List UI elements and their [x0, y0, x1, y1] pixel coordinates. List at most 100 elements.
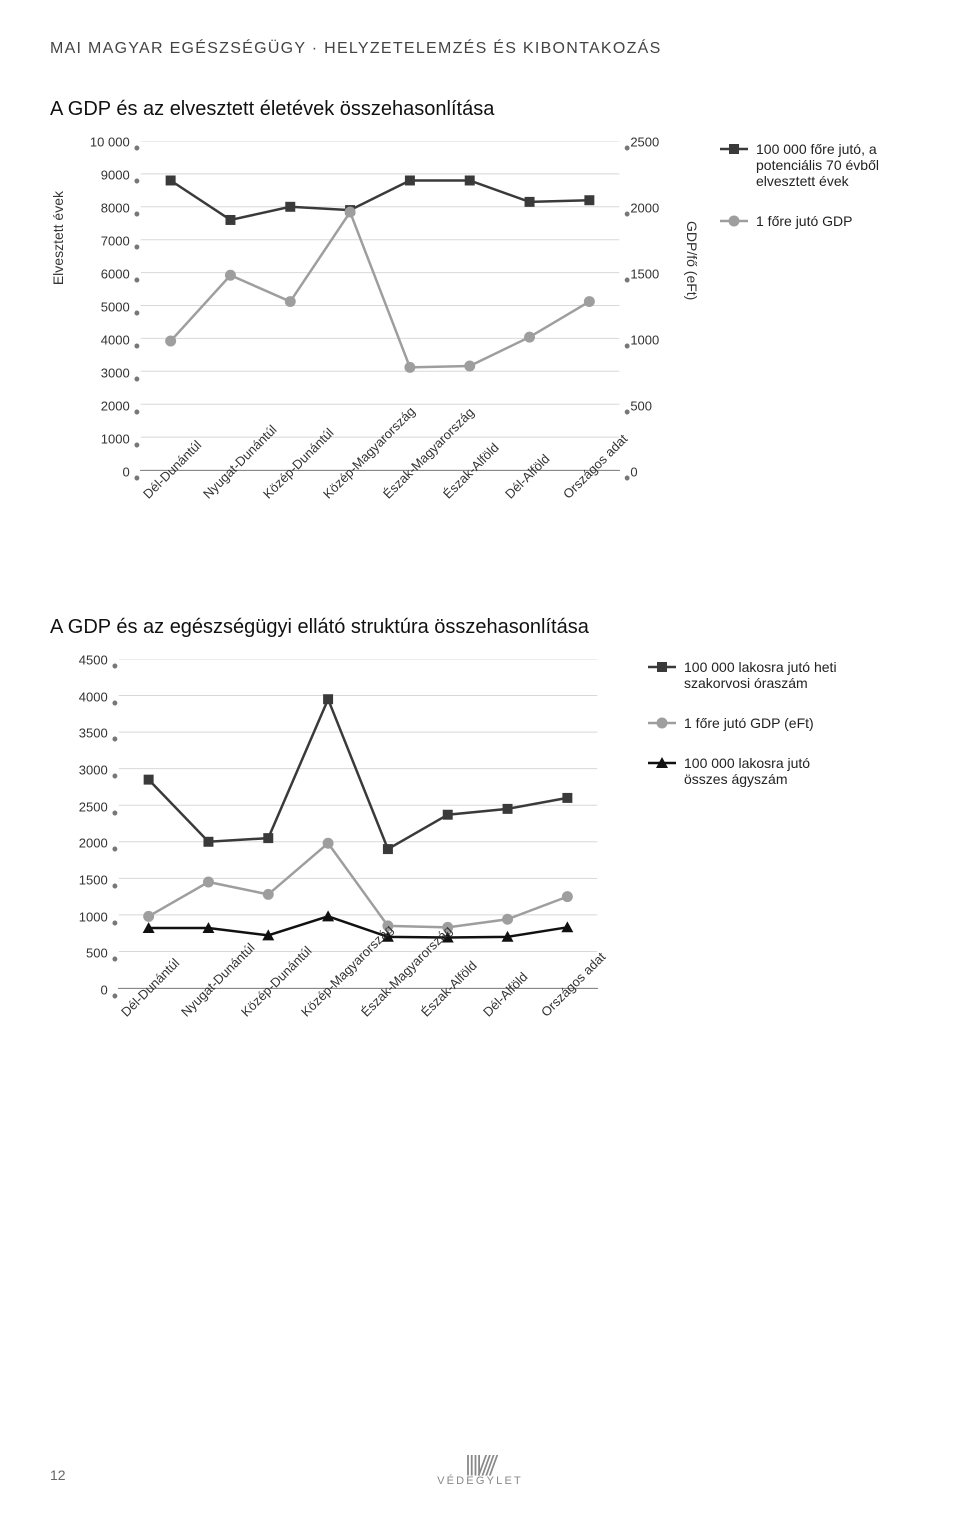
chart1-yright-label: GDP/fő (eFt)	[684, 221, 700, 300]
chart1-row: Elvesztett évek 10 000•9000•8000•7000•60…	[50, 141, 910, 506]
ytick-label: 3000	[101, 366, 130, 381]
legend-swatch	[720, 213, 748, 229]
xtick: Nyugat-Dunántúl	[178, 989, 238, 1024]
ytick-label: 0	[100, 983, 107, 998]
chart2-legend: 100 000 lakosra jutó heti szakorvosi óra…	[648, 659, 848, 811]
xtick: Országos adat	[538, 989, 598, 1024]
chart2-row: 4500•4000•3500•3000•2500•2000•1500•1000•…	[50, 659, 910, 1024]
chart1-title: A GDP és az elvesztett életévek összehas…	[50, 98, 910, 121]
ytick-label: 6000	[101, 267, 130, 282]
legend-label: 100 000 lakosra jutó összes ágyszám	[684, 755, 848, 787]
xtick: Közép-Dunántúl	[238, 989, 298, 1024]
ytick: 10 000•	[90, 141, 140, 157]
xtick: Dél-Dunántúl	[118, 989, 178, 1024]
ytick: 9000•	[101, 174, 140, 190]
chart2-plot	[118, 659, 598, 989]
ytick: 3000•	[101, 372, 140, 388]
ytick: •0	[620, 471, 638, 487]
xtick: Dél-Alföld	[478, 989, 538, 1024]
xtick: Közép-Dunántúl	[260, 471, 320, 506]
ytick: •2000	[620, 207, 659, 223]
ytick-label: 4000	[101, 333, 130, 348]
chart1-plot	[140, 141, 620, 471]
ytick: 2000•	[101, 405, 140, 421]
footer-logo: |||||||| VÉDEGYLET	[437, 1453, 523, 1487]
xtick: Észak-Alföld	[440, 471, 500, 506]
ytick: 2000•	[79, 842, 118, 858]
legend-item: 1 főre jutó GDP	[720, 213, 910, 229]
footer-org: VÉDEGYLET	[437, 1475, 523, 1487]
legend-label: 100 000 lakosra jutó heti szakorvosi óra…	[684, 659, 848, 691]
ytick: 1000•	[101, 438, 140, 454]
legend-item: 100 000 lakosra jutó heti szakorvosi óra…	[648, 659, 848, 691]
ytick: •1000	[620, 339, 659, 355]
xtick: Közép-Magyarország	[298, 989, 358, 1024]
ytick-label: 9000	[101, 168, 130, 183]
ytick: 0•	[100, 989, 118, 1005]
xtick: Észak-Magyarország	[358, 989, 418, 1024]
xtick: Dél-Alföld	[500, 471, 560, 506]
page-number: 12	[50, 1467, 66, 1483]
ytick-label: 2500	[79, 799, 108, 814]
ytick: 3500•	[79, 732, 118, 748]
ytick-label: 10 000	[90, 135, 130, 150]
ytick-label: 5000	[101, 300, 130, 315]
footer-logo-icon: ||||||||	[437, 1453, 523, 1475]
ytick: 1000•	[79, 916, 118, 932]
legend-item: 100 000 lakosra jutó összes ágyszám	[648, 755, 848, 787]
page: MAI MAGYAR EGÉSZSÉGÜGY · HELYZETELEMZÉS …	[0, 0, 960, 1515]
series-0	[166, 175, 595, 224]
chart1-plot-wrap: Dél-DunántúlNyugat-DunántúlKözép-Dunántú…	[140, 141, 620, 506]
chart2-xticks: Dél-DunántúlNyugat-DunántúlKözép-Dunántú…	[118, 989, 598, 1024]
xtick: Országos adat	[560, 471, 620, 506]
ytick-label: 3500	[79, 726, 108, 741]
ytick: •2500	[620, 141, 659, 157]
chart-svg	[118, 659, 598, 988]
ytick-label: 500	[86, 946, 108, 961]
ytick: •1500	[620, 273, 659, 289]
chart2-yticks-left: 4500•4000•3500•3000•2500•2000•1500•1000•…	[50, 659, 118, 989]
legend-label: 1 főre jutó GDP	[756, 213, 853, 229]
legend-swatch	[648, 715, 676, 731]
ytick-label: 1000	[630, 333, 659, 348]
chart1-yleft-label: Elvesztett évek	[50, 191, 66, 285]
xtick: Észak-Magyarország	[380, 471, 440, 506]
legend-swatch	[648, 755, 676, 771]
ytick-label: 1500	[79, 873, 108, 888]
ytick: 4000•	[101, 339, 140, 355]
ytick: 5000•	[101, 306, 140, 322]
legend-swatch	[648, 659, 676, 675]
chart1-yticks-left: 10 000•9000•8000•7000•6000•5000•4000•300…	[72, 141, 140, 471]
xtick: Nyugat-Dunántúl	[200, 471, 260, 506]
ytick-label: 2000	[101, 399, 130, 414]
series-1	[165, 207, 595, 373]
ytick-label: 0	[630, 465, 637, 480]
legend-label: 100 000 főre jutó, a potenciális 70 évbő…	[756, 141, 910, 189]
ytick-label: 1000	[101, 432, 130, 447]
ytick: 3000•	[79, 769, 118, 785]
legend-item: 100 000 főre jutó, a potenciális 70 évbő…	[720, 141, 910, 189]
ytick: 0•	[122, 471, 140, 487]
ytick-label: 2000	[630, 201, 659, 216]
ytick-label: 4000	[79, 689, 108, 704]
ytick-label: 8000	[101, 201, 130, 216]
legend-label: 1 főre jutó GDP (eFt)	[684, 715, 814, 731]
running-header: MAI MAGYAR EGÉSZSÉGÜGY · HELYZETELEMZÉS …	[50, 40, 910, 58]
ytick: 1500•	[79, 879, 118, 895]
ytick-label: 0	[122, 465, 129, 480]
xtick: Dél-Dunántúl	[140, 471, 200, 506]
ytick: 6000•	[101, 273, 140, 289]
ytick-label: 1000	[79, 909, 108, 924]
xtick: Közép-Magyarország	[320, 471, 380, 506]
ytick-label: 3000	[79, 763, 108, 778]
chart2-title: A GDP és az egészségügyi ellátó struktúr…	[50, 616, 910, 639]
legend-swatch	[720, 141, 748, 157]
ytick: 500•	[86, 952, 118, 968]
ytick: •500	[620, 405, 652, 421]
chart-svg	[140, 141, 620, 470]
ytick-label: 1500	[630, 267, 659, 282]
ytick-label: 7000	[101, 234, 130, 249]
series-1	[143, 838, 573, 933]
series-0	[144, 694, 573, 854]
ytick: 2500•	[79, 806, 118, 822]
